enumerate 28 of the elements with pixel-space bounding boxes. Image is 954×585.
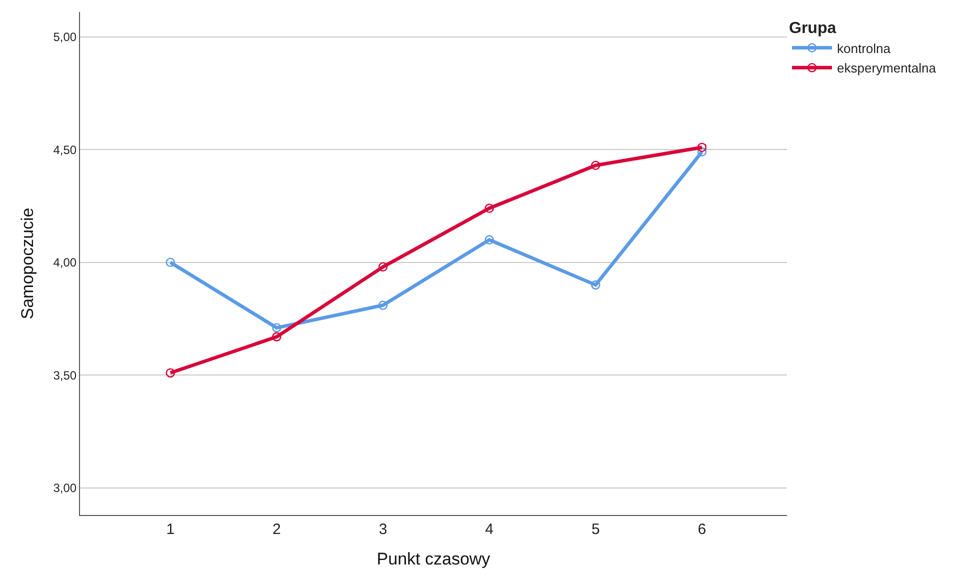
x-tick-label: 3 [378,521,388,538]
x-axis-title: Punkt czasowy [376,549,491,568]
legend-title: Grupa [789,20,836,37]
point [484,204,494,213]
point [697,142,707,152]
point [166,368,176,378]
point [166,258,176,268]
y-tick-label: 4,50 [53,142,77,157]
y-tick-label: 3,50 [53,368,77,382]
y-tick-label: 3,00 [53,481,77,496]
x-tick-label: 2 [272,521,281,538]
point [590,280,600,290]
x-tick-label: 4 [485,521,494,538]
y-tick-label: 5,00 [53,30,77,44]
point [590,160,600,170]
point [378,300,388,310]
x-tick-label: 6 [698,521,706,538]
point [697,147,707,156]
x-tick-label: 1 [166,521,175,538]
point [272,323,282,332]
legend-label: kontrolna [837,40,892,56]
y-axis-title: Samopoczucie [18,208,37,320]
point [272,332,282,342]
x-tick-label: 5 [591,521,600,538]
y-tick-label: 4,00 [53,256,77,270]
point [484,235,494,244]
legend-label: eksperymentalna [837,60,937,76]
point [378,262,388,272]
